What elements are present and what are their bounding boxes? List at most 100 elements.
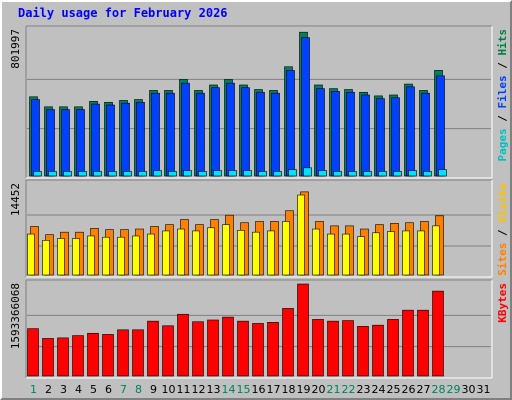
mid-legend-item: / xyxy=(496,223,509,243)
visits-bar xyxy=(327,233,335,276)
day-label: 27 xyxy=(417,383,431,396)
visits-bar xyxy=(207,227,215,276)
top-legend-item: / xyxy=(496,56,509,76)
kbytes-bar xyxy=(27,328,39,377)
day-label: 9 xyxy=(150,383,157,396)
pages-bar xyxy=(273,171,282,177)
files-bar xyxy=(271,92,280,177)
visits-bar xyxy=(282,221,290,276)
pages-bar xyxy=(183,170,192,177)
kbytes-bar xyxy=(147,320,159,377)
visits-bar xyxy=(432,225,440,276)
files-bar xyxy=(91,103,100,177)
pages-bar xyxy=(198,171,207,177)
pages-bar xyxy=(213,170,222,177)
pages-bar xyxy=(423,171,432,177)
kbytes-bar xyxy=(282,308,294,377)
day-label: 11 xyxy=(177,383,191,396)
visits-bar xyxy=(162,230,170,276)
day-label: 12 xyxy=(192,383,206,396)
pages-bar xyxy=(108,171,117,177)
day-label: 1 xyxy=(30,383,37,396)
day-label: 8 xyxy=(135,383,142,396)
kbytes-bar xyxy=(192,321,204,377)
visits-bar xyxy=(192,230,200,276)
kbytes-bar xyxy=(387,319,399,377)
kbytes-bar xyxy=(177,313,189,377)
files-bar xyxy=(376,98,385,177)
kbytes-bar xyxy=(117,329,129,377)
files-bar xyxy=(76,109,85,177)
visits-bar xyxy=(177,228,185,276)
visits-bar xyxy=(237,229,245,276)
kbytes-bar xyxy=(432,290,444,377)
kbytes-bar xyxy=(162,325,174,377)
mid-legend-item: Visits xyxy=(496,183,509,223)
visits-bar xyxy=(312,228,320,276)
pages-bar xyxy=(363,171,372,177)
kbytes-bar xyxy=(237,320,249,377)
visits-bar xyxy=(267,230,275,276)
day-label: 18 xyxy=(282,383,296,396)
day-label: 25 xyxy=(387,383,401,396)
pages-bar xyxy=(78,171,87,177)
kbytes-bar xyxy=(222,316,234,377)
day-label: 28 xyxy=(432,383,446,396)
files-bar xyxy=(406,86,415,177)
visits-bar xyxy=(57,238,65,276)
pages-bar xyxy=(168,171,177,177)
kbytes-bar xyxy=(42,338,54,377)
day-label: 4 xyxy=(75,383,82,396)
files-bar xyxy=(121,102,130,177)
day-label: 7 xyxy=(120,383,127,396)
mid-max-label: 14452 xyxy=(9,183,22,216)
kbytes-bar xyxy=(327,320,339,377)
kbytes-bar xyxy=(342,320,354,377)
files-bar xyxy=(31,99,40,177)
files-bar xyxy=(226,82,235,177)
visits-bar xyxy=(417,230,425,276)
day-label: 23 xyxy=(357,383,371,396)
pages-bar xyxy=(48,171,57,177)
bot-legend-item: KBytes xyxy=(496,283,509,323)
files-bar xyxy=(286,70,295,177)
day-label: 22 xyxy=(342,383,356,396)
files-bar xyxy=(301,37,310,177)
visits-bar xyxy=(132,235,140,276)
day-label: 16 xyxy=(252,383,266,396)
visits-bar xyxy=(342,233,350,276)
kbytes-bar xyxy=(267,322,279,377)
visits-bar xyxy=(372,232,380,276)
day-label: 6 xyxy=(105,383,112,396)
files-bar xyxy=(316,88,325,177)
pages-bar xyxy=(63,171,72,177)
files-bar xyxy=(61,109,70,177)
files-bar xyxy=(151,92,160,177)
kbytes-bar xyxy=(372,324,384,377)
chart-title: Daily usage for February 2026 xyxy=(18,6,228,20)
pages-bar xyxy=(318,170,327,177)
files-bar xyxy=(181,82,190,177)
day-label: 29 xyxy=(447,383,461,396)
files-bar xyxy=(331,91,340,177)
pages-bar xyxy=(333,171,342,177)
visits-bar xyxy=(297,194,305,276)
visits-bar xyxy=(147,233,155,276)
top-legend-item: Pages xyxy=(496,128,509,161)
top-legend-item: Files xyxy=(496,75,509,108)
kbytes-bar xyxy=(87,332,99,377)
pages-bar xyxy=(378,171,387,177)
pages-bar xyxy=(153,170,162,177)
pages-bar xyxy=(138,171,147,177)
files-bar xyxy=(256,91,265,177)
pages-bar xyxy=(228,170,237,177)
visits-bar xyxy=(252,231,260,276)
kbytes-bar xyxy=(102,334,114,377)
day-label: 3 xyxy=(60,383,67,396)
visits-bar xyxy=(102,236,110,276)
day-label: 24 xyxy=(372,383,386,396)
pages-bar xyxy=(393,171,402,177)
files-bar xyxy=(436,75,445,177)
day-label: 17 xyxy=(267,383,281,396)
